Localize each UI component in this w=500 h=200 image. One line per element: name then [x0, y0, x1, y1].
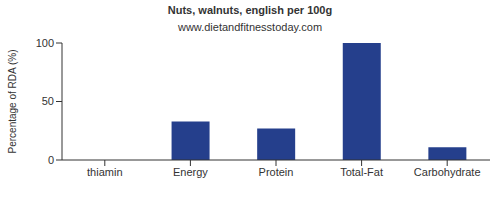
svg-text:thiamin: thiamin	[87, 166, 122, 178]
svg-text:Energy: Energy	[173, 166, 208, 178]
svg-text:50: 50	[42, 95, 54, 107]
svg-text:Percentage of RDA (%): Percentage of RDA (%)	[8, 50, 18, 154]
html-text:www.dietandfitnesstoday.com: www.dietandfitnesstoday.com	[178, 21, 322, 33]
svg-text:Protein: Protein	[259, 166, 294, 178]
svg-text:100: 100	[36, 37, 54, 49]
svg-text:0: 0	[48, 154, 54, 166]
svg-text:Carbohydrate: Carbohydrate	[414, 166, 481, 178]
svg-text:Total-Fat: Total-Fat	[340, 166, 383, 178]
html-text:Nuts, walnuts, english per 100: Nuts, walnuts, english per 100g	[167, 4, 333, 16]
